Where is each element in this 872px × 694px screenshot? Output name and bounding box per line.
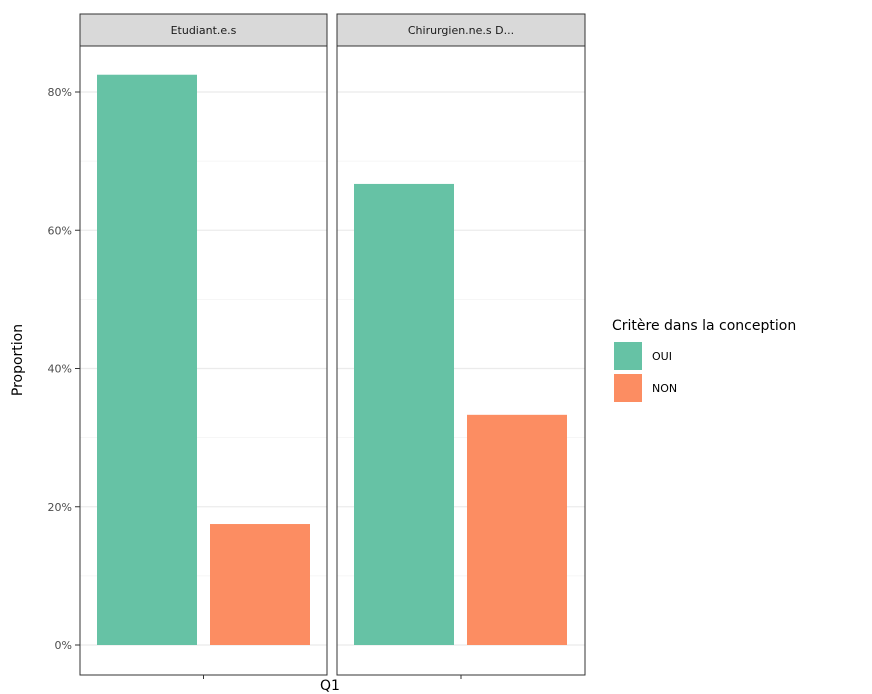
legend: Critère dans la conception OUI NON: [612, 318, 796, 402]
y-tick-label: 0%: [55, 639, 72, 652]
legend-title: Critère dans la conception: [612, 318, 796, 334]
bar-non: [467, 414, 567, 645]
facet-panel: Chirurgien.ne.s D...: [336, 13, 586, 679]
facet-strip: [79, 13, 328, 47]
facet-strip-label: Chirurgien.ne.s D...: [408, 24, 514, 37]
y-axis: 0% 20% 40% 60% 80%: [48, 86, 80, 652]
facet-strip-label: Etudiant.e.s: [171, 24, 237, 37]
facet-panel: Etudiant.e.s: [79, 13, 328, 679]
y-tick-label: 80%: [48, 86, 72, 99]
y-axis-title: Proportion: [10, 324, 26, 396]
bar-non: [210, 524, 310, 645]
y-tick-label: 40%: [48, 363, 72, 376]
legend-label: NON: [652, 382, 677, 395]
y-tick-label: 60%: [48, 224, 72, 237]
legend-key-non: [614, 374, 642, 402]
chart-panels: Etudiant.e.s Chirurgien.ne.s D...: [79, 13, 586, 679]
bar-oui: [354, 183, 454, 645]
bar-oui: [97, 74, 197, 645]
y-tick-label: 20%: [48, 501, 72, 514]
x-axis-title: Q1: [320, 678, 340, 694]
legend-key-oui: [614, 342, 642, 370]
legend-label: OUI: [652, 350, 672, 363]
